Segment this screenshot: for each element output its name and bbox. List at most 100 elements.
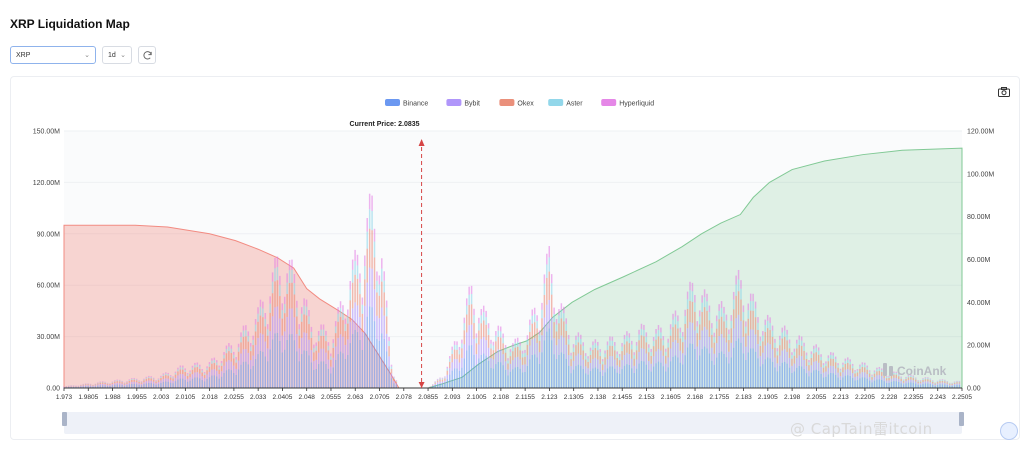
refresh-button[interactable]: [138, 46, 156, 64]
bar-segment-hyperliquid: [155, 380, 157, 381]
camera-button[interactable]: [998, 84, 1010, 102]
bar-segment-binance: [189, 380, 191, 388]
bar-segment-aster: [582, 345, 584, 351]
bar-segment-bybit: [774, 357, 776, 368]
chat-bubble-button[interactable]: [1000, 422, 1018, 440]
bar-segment-aster: [944, 380, 946, 382]
bar-segment-okex: [288, 283, 291, 309]
bar-segment-binance: [104, 385, 106, 388]
bar-segment-bybit: [672, 341, 674, 357]
bar-segment-aster: [298, 329, 301, 336]
bar-segment-binance: [791, 372, 793, 388]
bar-segment-binance: [538, 363, 541, 388]
bar-segment-aster: [133, 378, 135, 380]
bar-segment-okex: [944, 381, 946, 383]
bar-segment-hyperliquid: [529, 319, 531, 326]
bar-segment-okex: [907, 377, 910, 380]
bar-segment-hyperliquid: [577, 332, 580, 337]
camera-icon: [998, 87, 1010, 97]
bar-segment-okex: [725, 327, 728, 343]
bar-segment-bybit: [432, 385, 434, 387]
x-tick-label: 2.2505: [952, 394, 972, 401]
bar-segment-aster: [924, 378, 927, 380]
bar-segment-binance: [135, 384, 138, 388]
bar-segment-aster: [616, 354, 618, 359]
range-slider-handle-right[interactable]: [959, 412, 964, 426]
bar-segment-binance: [757, 358, 759, 388]
bar-segment-hyperliquid: [347, 309, 349, 316]
bar-segment-hyperliquid: [533, 307, 536, 315]
bar-segment-binance: [723, 353, 725, 388]
bar-segment-binance: [851, 377, 854, 388]
bar-segment-hyperliquid: [320, 324, 322, 330]
bar-segment-okex: [524, 356, 526, 365]
bar-segment-binance: [594, 367, 597, 388]
bar-segment-aster: [885, 376, 888, 379]
bar-segment-bybit: [635, 359, 638, 369]
bar-segment-binance: [805, 373, 808, 388]
bar-segment-aster: [492, 345, 495, 351]
bar-segment-aster: [543, 283, 546, 295]
coin-select[interactable]: XRP ⌄: [10, 46, 96, 64]
bar-segment-okex: [383, 292, 385, 316]
bar-segment-bybit: [951, 384, 953, 386]
bar-segment-binance: [286, 339, 288, 388]
bar-segment-okex: [902, 381, 905, 383]
bar-segment-aster: [609, 340, 611, 346]
bar-segment-bybit: [80, 385, 82, 387]
range-slider-handle-left[interactable]: [62, 412, 67, 426]
bar-segment-aster: [116, 380, 118, 382]
current-price-label: Current Price: 2.0835: [350, 121, 420, 128]
bar-segment-hyperliquid: [237, 343, 240, 348]
bar-segment-okex: [439, 379, 441, 382]
bar-segment-binance: [951, 385, 953, 388]
bar-segment-binance: [541, 352, 543, 388]
bar-segment-okex: [626, 341, 628, 353]
bar-segment-binance: [550, 340, 553, 388]
bar-segment-hyperliquid: [745, 321, 747, 327]
bar-segment-aster: [461, 343, 463, 349]
bar-segment-okex: [118, 381, 121, 383]
bar-segment-bybit: [606, 359, 609, 369]
bar-segment-okex: [266, 335, 269, 349]
bar-segment-okex: [293, 294, 296, 318]
bar-segment-binance: [334, 359, 337, 388]
bar-segment-aster: [347, 315, 349, 324]
bar-segment-hyperliquid: [186, 373, 189, 375]
bar-segment-binance: [810, 372, 813, 388]
bar-segment-binance: [89, 386, 92, 388]
bar-segment-hyperliquid: [174, 371, 177, 373]
bar-segment-hyperliquid: [747, 303, 750, 311]
bar-segment-bybit: [958, 383, 961, 386]
bar-segment-hyperliquid: [504, 344, 507, 349]
bar-segment-hyperliquid: [776, 348, 779, 352]
bar-segment-hyperliquid: [672, 313, 674, 320]
x-tick-label: 2.1605: [661, 394, 681, 401]
bar-segment-bybit: [128, 382, 131, 385]
bar-segment-bybit: [152, 381, 155, 384]
bar-segment-bybit: [300, 337, 303, 355]
x-tick-label: 2.243: [930, 394, 947, 401]
bar-segment-aster: [626, 335, 628, 342]
bar-segment-hyperliquid: [609, 336, 611, 341]
bar-segment-binance: [533, 354, 536, 388]
x-tick-label: 2.048: [299, 394, 316, 401]
y-left-tick-label: 60.00M: [37, 283, 61, 290]
bar-segment-binance: [859, 378, 861, 388]
y-right-tick-label: 40.00M: [967, 300, 991, 307]
bar-segment-bybit: [332, 357, 334, 368]
bar-segment-okex: [830, 358, 832, 366]
bar-segment-okex: [550, 294, 553, 318]
bar-segment-binance: [570, 373, 572, 388]
bar-segment-bybit: [587, 368, 589, 375]
bar-segment-hyperliquid: [917, 380, 919, 381]
timeframe-select[interactable]: 1d ⌄: [102, 46, 132, 64]
bar-segment-okex: [732, 309, 735, 329]
bar-segment-aster: [657, 330, 660, 337]
bar-segment-hyperliquid: [495, 331, 497, 336]
bar-segment-okex: [196, 367, 199, 373]
bar-segment-bybit: [266, 348, 269, 362]
bar-segment-binance: [720, 351, 723, 388]
bar-segment-okex: [643, 336, 645, 349]
bar-segment-okex: [259, 315, 262, 334]
